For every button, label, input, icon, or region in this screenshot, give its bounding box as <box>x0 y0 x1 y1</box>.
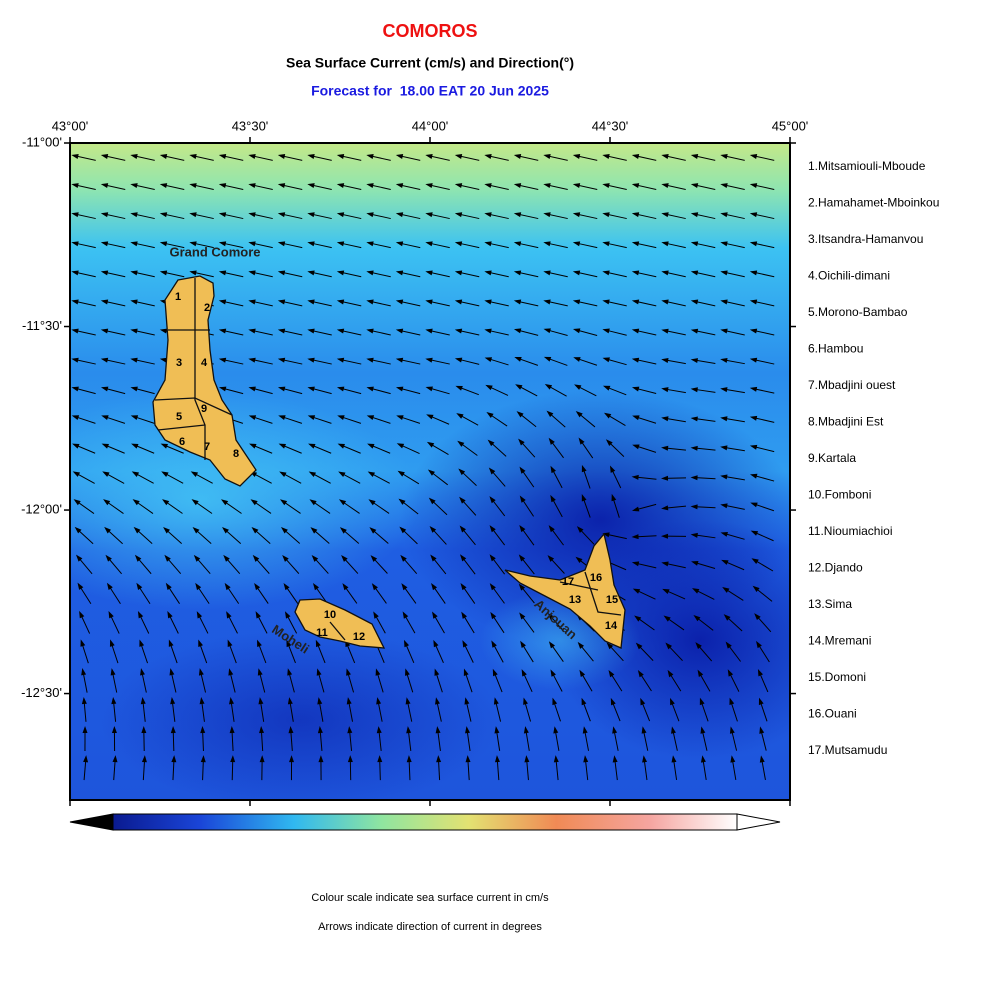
note: Arrows indicate direction of current in … <box>318 921 542 933</box>
colorbar-under <box>70 814 113 830</box>
lat-tick-label: -12°30' <box>21 685 62 700</box>
lon-tick-label: 44°00' <box>412 118 449 133</box>
district-number: 5 <box>176 411 182 423</box>
district-entry: 1.Mitsamiouli-Mboude <box>808 159 926 173</box>
district-number: 12 <box>353 631 365 643</box>
district-entry: 10.Fomboni <box>808 488 871 502</box>
district-entry: 5.Morono-Bambao <box>808 305 908 319</box>
district-legend: 1.Mitsamiouli-Mboude 2.Hamahamet-Mboinkou… <box>808 159 939 757</box>
district-number: 7 <box>204 441 210 453</box>
district-entry: 7.Mbadjini ouest <box>808 378 896 392</box>
district-entry: 4.Oichili-dimani <box>808 269 890 283</box>
lat-tick-label: -11°30' <box>22 318 62 333</box>
district-entry: 6.Hambou <box>808 342 863 356</box>
lon-tick-label: 45°00' <box>772 118 809 133</box>
district-number: 3 <box>176 357 182 369</box>
district-entry: 8.Mbadjini Est <box>808 415 884 429</box>
district-number: 15 <box>606 594 618 606</box>
colorbar <box>70 814 780 830</box>
district-number: 14 <box>605 620 618 632</box>
district-number: 2 <box>204 302 210 314</box>
eddy-shade <box>100 630 500 810</box>
island-name: Grand Comore <box>169 244 260 259</box>
forecast: Forecast for 18.00 EAT 20 Jun 2025 <box>311 83 549 99</box>
note: Colour scale indicate sea surface curren… <box>311 892 549 904</box>
district-number: 13 <box>569 594 581 606</box>
lon-tick-label: 44°30' <box>592 118 629 133</box>
district-entry: 16.Ouani <box>808 707 857 721</box>
colorbar-gradient <box>113 814 737 830</box>
lat-tick-label: -11°00' <box>22 134 62 149</box>
district-entry: 3.Itsandra-Hamanvou <box>808 232 923 246</box>
district-number: 17 <box>562 576 574 588</box>
district-number: 6 <box>179 436 185 448</box>
district-number: 8 <box>233 448 239 460</box>
lat-tick-label: -12°00' <box>21 501 62 516</box>
district-entry: 17.Mutsamudu <box>808 743 887 757</box>
district-number: 10 <box>324 609 336 621</box>
district-entry: 2.Hamahamet-Mboinkou <box>808 196 939 210</box>
district-entry: 12.Djando <box>808 561 863 575</box>
district-entry: 15.Domoni <box>808 670 866 684</box>
subtitle: Sea Surface Current (cm/s) and Direction… <box>286 55 574 71</box>
sea-field <box>0 143 850 810</box>
district-entry: 13.Sima <box>808 597 852 611</box>
district-number: 4 <box>201 357 208 369</box>
district-entry: 11.Nioumiachioi <box>808 524 893 538</box>
district-number: 16 <box>590 572 602 584</box>
district-number: 1 <box>175 291 181 303</box>
district-entry: 9.Kartala <box>808 451 856 465</box>
title: COMOROS <box>382 21 477 41</box>
lon-tick-label: 43°30' <box>232 118 269 133</box>
district-number: 9 <box>201 403 207 415</box>
colorbar-over <box>737 814 780 830</box>
lon-tick-label: 43°00' <box>52 118 89 133</box>
district-entry: 14.Mremani <box>808 634 871 648</box>
district-number: 11 <box>316 627 328 639</box>
